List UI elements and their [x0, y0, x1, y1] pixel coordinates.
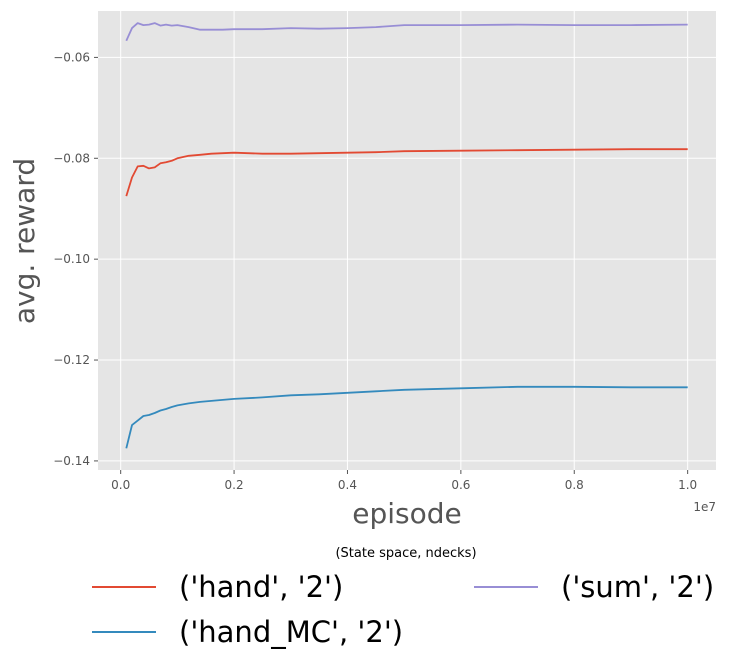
series-line — [125, 22, 688, 42]
legend-label: ('hand_MC', '2') — [179, 615, 403, 649]
legend-title: (State space, ndecks) — [335, 546, 476, 561]
series-line — [125, 385, 688, 449]
x-axis: 0.0 0.2 0.4 0.6 0.8 1.0 — [111, 470, 697, 492]
y-axis-label: avg. reward — [8, 158, 41, 324]
y-axis: −0.06 −0.08 −0.10 −0.12 −0.14 — [53, 50, 98, 468]
x-tick-label: 0.2 — [225, 478, 244, 492]
x-tick-label: 0.8 — [565, 478, 584, 492]
gridlines — [98, 11, 716, 470]
x-offset-text: 1e7 — [693, 500, 716, 514]
y-tick-label: −0.10 — [53, 252, 90, 266]
y-tick-label: −0.14 — [53, 454, 90, 468]
legend-label: ('hand', '2') — [179, 570, 343, 604]
plot-background — [98, 11, 716, 470]
series-line — [125, 148, 688, 197]
y-tick-label: −0.12 — [53, 353, 90, 367]
x-tick-label: 1.0 — [678, 478, 697, 492]
legend-label: ('sum', '2') — [561, 570, 714, 604]
x-tick-label: 0.4 — [338, 478, 357, 492]
x-axis-label: episode — [352, 497, 462, 530]
legend-items: ('hand', '2') ('hand_MC', '2') ('sum', '2'… — [92, 570, 714, 649]
x-tick-label: 0.6 — [451, 478, 470, 492]
y-tick-label: −0.08 — [53, 151, 90, 165]
series-layer — [125, 22, 688, 449]
legend: (State space, ndecks) ('hand', '2')('han… — [92, 546, 714, 649]
x-tick-label: 0.0 — [111, 478, 130, 492]
y-tick-label: −0.06 — [53, 50, 90, 64]
